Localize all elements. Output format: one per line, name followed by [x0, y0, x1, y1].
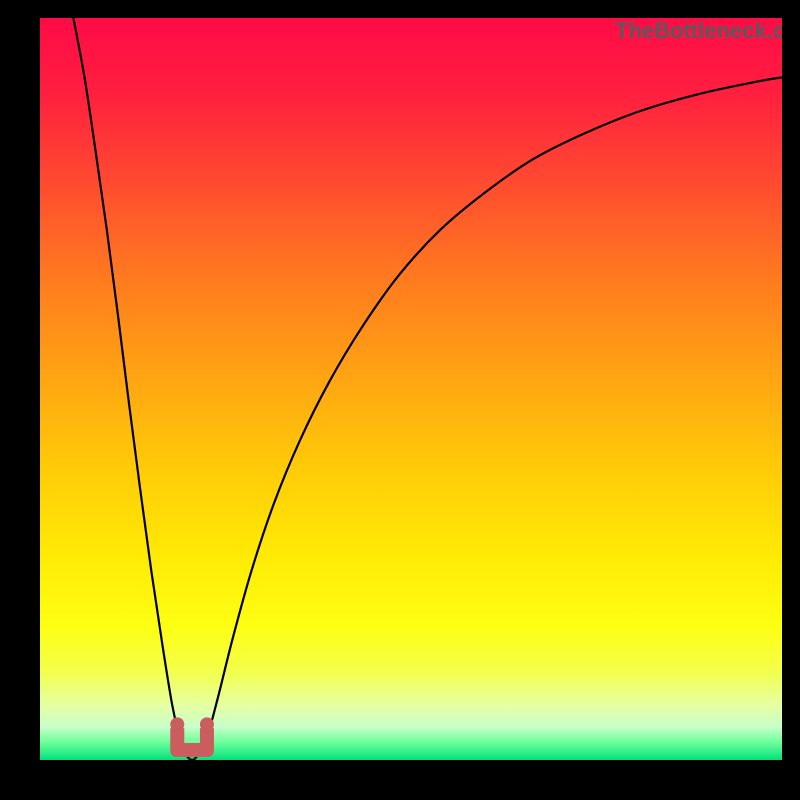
valley-dot-left — [170, 717, 184, 731]
plot-area: TheBottleneck.com — [40, 18, 782, 760]
bottleneck-curve — [73, 18, 782, 760]
valley-dot-right — [200, 717, 214, 731]
curve-canvas — [40, 18, 782, 760]
valley-u-marker — [170, 728, 214, 757]
